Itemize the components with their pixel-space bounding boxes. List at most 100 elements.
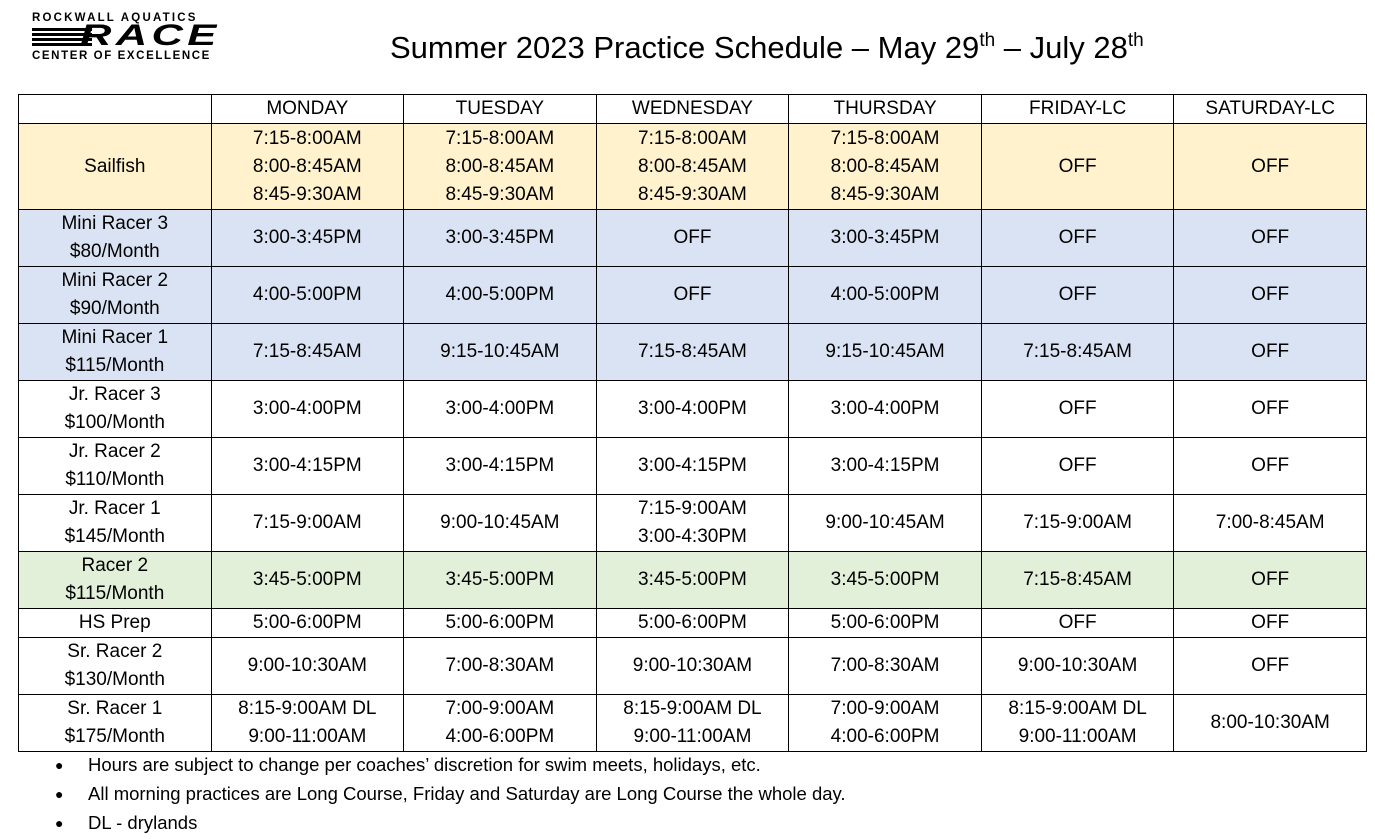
schedule-cell: OFF <box>980 266 1175 324</box>
note-item: ● All morning practices are Long Course, … <box>55 779 846 808</box>
group-label-cell: Mini Racer 1 $115/Month <box>18 323 212 381</box>
schedule-cell: 7:00-8:30AM <box>403 637 597 695</box>
practice-time: 9:00-10:30AM <box>632 655 753 676</box>
schedule-cell: 5:00-6:00PM <box>210 608 405 638</box>
group-name: Sr. Racer 2 <box>67 641 163 662</box>
practice-time: 8:15-9:00AM DL <box>238 698 377 719</box>
group-price: $90/Month <box>69 298 160 319</box>
group-label-cell: Mini Racer 2 $90/Month <box>18 266 212 324</box>
practice-time: 3:45-5:00PM <box>638 569 747 590</box>
practice-time: OFF <box>1251 655 1290 676</box>
schedule-cell: OFF <box>980 123 1175 210</box>
practice-time: 3:00-4:15PM <box>830 455 940 476</box>
practice-time: OFF <box>1058 155 1097 177</box>
note-text: All morning practices are Long Course, F… <box>88 782 846 804</box>
column-header: FRIDAY-LC <box>980 94 1175 124</box>
schedule-cell: 7:15-8:45AM <box>210 323 405 381</box>
schedule-cell: 4:00-5:00PM <box>788 266 982 324</box>
practice-time: 3:00-4:00PM <box>252 398 362 419</box>
bullet-icon: ● <box>55 814 64 831</box>
practice-time: OFF <box>1251 612 1290 633</box>
practice-time: OFF <box>1251 569 1290 590</box>
column-header: TUESDAY <box>403 94 597 124</box>
notes-list: ● Hours are subject to change per coaches… <box>55 750 846 837</box>
practice-time: OFF <box>1058 612 1097 633</box>
logo-bottom-text: CENTER OF EXCELLENCE <box>32 50 211 62</box>
table-row: Mini Racer 1 $115/Month 7:15-8:45AM 9:15-10… <box>18 323 1367 381</box>
group-name: Jr. Racer 3 <box>68 384 161 405</box>
schedule-cell: 7:00-9:00AM 4:00-6:00PM <box>788 694 982 752</box>
column-header: WEDNESDAY <box>595 94 790 124</box>
schedule-cell: 3:00-4:00PM <box>210 380 405 438</box>
practice-time: 3:00-4:00PM <box>638 398 747 419</box>
schedule-cell: 8:15-9:00AM DL 9:00-11:00AM <box>595 694 790 752</box>
schedule-cell: 3:45-5:00PM <box>403 551 597 609</box>
practice-time: 3:00-3:45PM <box>252 227 362 248</box>
schedule-cell: OFF <box>1173 551 1367 609</box>
schedule-cell: 7:15-8:00AM 8:00-8:45AM 8:45-9:30AM <box>210 123 405 210</box>
practice-time: 7:15-9:00AM <box>252 512 362 533</box>
group-label-cell: Jr. Racer 1 $145/Month <box>18 494 212 552</box>
schedule-cell: 3:00-4:00PM <box>403 380 597 438</box>
group-name: Sailfish <box>84 155 146 177</box>
schedule-cell: 9:00-10:45AM <box>788 494 982 552</box>
practice-time: 9:15-10:45AM <box>440 341 560 362</box>
logo-top-text: ROCKWALL AQUATICS <box>32 12 198 24</box>
practice-time: 4:00-5:00PM <box>445 284 555 305</box>
column-header: SATURDAY-LC <box>1173 94 1367 124</box>
schedule-cell: OFF <box>1173 209 1367 267</box>
practice-time: 7:00-9:00AM <box>445 698 555 719</box>
practice-time: 7:15-8:00AM <box>830 127 940 149</box>
schedule-cell: OFF <box>595 266 790 324</box>
schedule-cell: OFF <box>1173 266 1367 324</box>
practice-time: 8:45-9:30AM <box>252 183 362 205</box>
practice-time: 7:15-8:45AM <box>252 341 362 362</box>
schedule-cell: OFF <box>1173 380 1367 438</box>
group-label-cell: HS Prep <box>18 608 212 638</box>
table-row: Jr. Racer 1 $145/Month 7:15-9:00AM 9:00-10:… <box>18 494 1367 552</box>
schedule-cell: 9:00-10:30AM <box>595 637 790 695</box>
schedule-cell: OFF <box>1173 123 1367 210</box>
practice-time: 7:00-9:00AM <box>830 698 940 719</box>
practice-time: OFF <box>673 284 712 305</box>
practice-time: OFF <box>1251 227 1290 248</box>
practice-time: 7:15-8:45AM <box>1023 569 1132 590</box>
schedule-cell: 3:00-4:15PM <box>788 437 982 495</box>
table-row: Jr. Racer 2 $110/Month 3:00-4:15PM 3:00-4:1… <box>18 437 1367 495</box>
schedule-cell: OFF <box>1173 437 1367 495</box>
group-label-cell: Sr. Racer 1 $175/Month <box>18 694 212 752</box>
practice-time: 8:15-9:00AM DL <box>1008 698 1147 719</box>
schedule-cell: 7:15-8:00AM 8:00-8:45AM 8:45-9:30AM <box>788 123 982 210</box>
group-name: Jr. Racer 1 <box>68 498 161 519</box>
schedule-cell: 3:00-4:00PM <box>788 380 982 438</box>
practice-time: 7:00-8:45AM <box>1215 512 1325 533</box>
practice-time: 9:00-10:45AM <box>825 512 945 533</box>
schedule-cell: 9:00-10:30AM <box>980 637 1175 695</box>
column-header: THURSDAY <box>788 94 982 124</box>
practice-time: 7:15-8:00AM <box>445 127 555 149</box>
group-name: Mini Racer 1 <box>61 327 169 348</box>
group-price: $145/Month <box>64 526 165 547</box>
practice-time: 7:00-8:30AM <box>445 655 555 676</box>
schedule-cell: 7:15-9:00AM 3:00-4:30PM <box>595 494 790 552</box>
group-price: $115/Month <box>65 583 165 604</box>
schedule-cell: OFF <box>595 209 790 267</box>
schedule-cell: 3:00-3:45PM <box>210 209 405 267</box>
practice-time: 9:00-10:30AM <box>1017 655 1138 676</box>
schedule-cell: 9:15-10:45AM <box>788 323 982 381</box>
schedule-cell: 9:15-10:45AM <box>403 323 597 381</box>
practice-time: OFF <box>673 227 712 248</box>
practice-time: 3:00-4:00PM <box>445 398 555 419</box>
group-name: Mini Racer 2 <box>61 270 169 291</box>
group-name: Mini Racer 3 <box>61 213 169 234</box>
practice-time: 3:45-5:00PM <box>830 569 940 590</box>
group-name: HS Prep <box>78 612 151 633</box>
table-row: HS Prep 5:00-6:00PM 5:00-6:00PM 5:00-6:00PM… <box>18 608 1367 638</box>
schedule-cell: 7:15-8:45AM <box>980 551 1175 609</box>
schedule-cell: 7:00-8:30AM <box>788 637 982 695</box>
schedule-cell: 9:00-10:45AM <box>403 494 597 552</box>
schedule-cell: 4:00-5:00PM <box>210 266 405 324</box>
practice-time: 9:15-10:45AM <box>825 341 945 362</box>
practice-time: 8:00-10:30AM <box>1210 712 1330 733</box>
group-name: Racer 2 <box>81 555 149 576</box>
